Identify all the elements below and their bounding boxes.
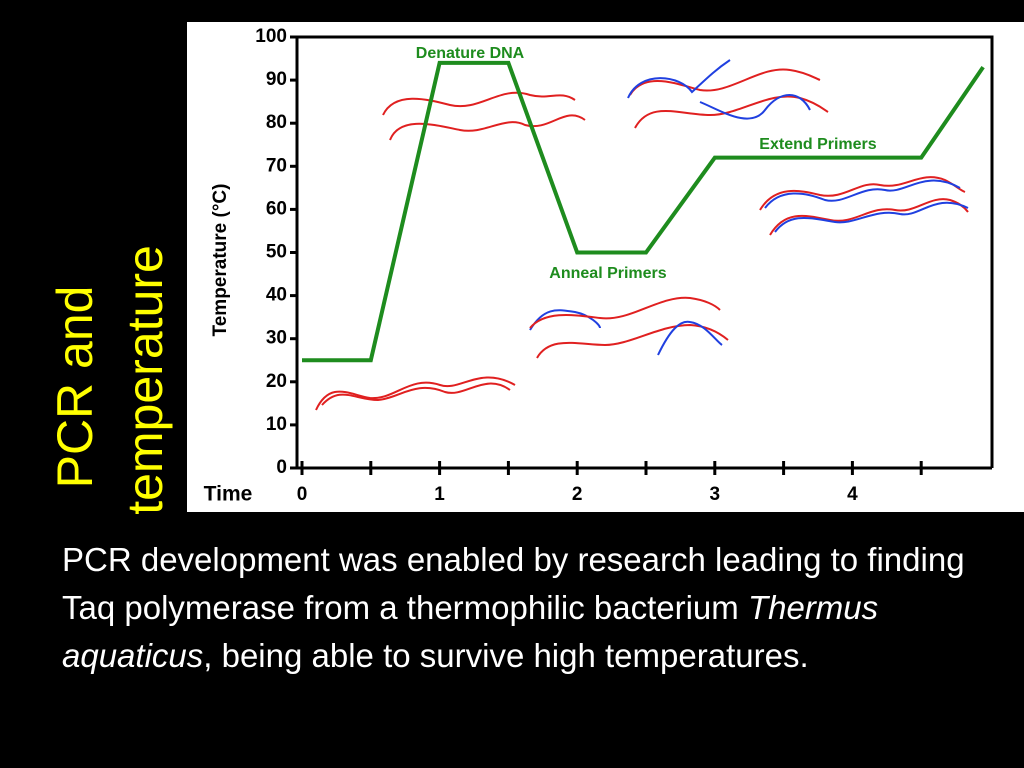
y-tick-label: 0: [276, 457, 287, 478]
y-tick-label: 90: [266, 69, 287, 90]
y-tick-label: 80: [266, 112, 287, 133]
x-tick-label: 1: [434, 484, 445, 505]
body-text-italic: Thermus aquaticus: [62, 589, 879, 674]
dna-strand: [634, 95, 829, 129]
dna-strand: [536, 323, 729, 359]
dna-strand: [389, 114, 586, 141]
annotation: Anneal Primers: [549, 265, 666, 282]
slide-title-line: PCR and: [47, 286, 103, 489]
x-tick-label: 2: [572, 484, 583, 505]
plot-frame: [297, 35, 994, 468]
y-tick-label: 70: [266, 155, 287, 176]
dna-strand: [315, 376, 516, 411]
primer: [699, 94, 811, 120]
body-text-part: PCR development was enabled by research …: [62, 541, 965, 626]
y-tick-label: 10: [266, 414, 287, 435]
x-tick-label: 3: [710, 484, 721, 505]
y-axis-label: Temperature (°C): [210, 184, 231, 337]
y-tick-label: 60: [266, 198, 287, 219]
y-tick-label: 30: [266, 328, 287, 349]
dna-strand: [382, 91, 576, 116]
y-tick-label: 50: [266, 242, 287, 263]
primer: [529, 309, 601, 331]
x-axis-label: Time: [204, 483, 253, 506]
body-text-part: , being able to survive high temperature…: [203, 637, 809, 674]
body-text: PCR development was enabled by research …: [62, 536, 987, 680]
x-tick-label: 0: [297, 484, 308, 505]
slide-title-line: temperature: [117, 245, 173, 515]
dna-strand: [321, 382, 511, 406]
annotation: Extend Primers: [759, 136, 876, 153]
x-tick-label: 4: [847, 484, 858, 505]
dna-strand: [764, 179, 961, 209]
y-tick-label: 40: [266, 285, 287, 306]
dna-strand: [629, 68, 821, 96]
annotation: Denature DNA: [416, 45, 525, 62]
dna-strand: [529, 296, 721, 329]
temperature-line: [302, 60, 985, 363]
y-tick-label: 20: [266, 371, 287, 392]
y-tick-label: 100: [255, 26, 287, 47]
dna-strand: [769, 198, 969, 236]
dna-illustrations: [315, 59, 969, 411]
chart-panel: [187, 22, 1024, 512]
slide-title: PCR and temperature: [47, 245, 173, 515]
dna-strand: [774, 201, 969, 233]
primer: [627, 59, 731, 99]
primer: [657, 320, 723, 356]
